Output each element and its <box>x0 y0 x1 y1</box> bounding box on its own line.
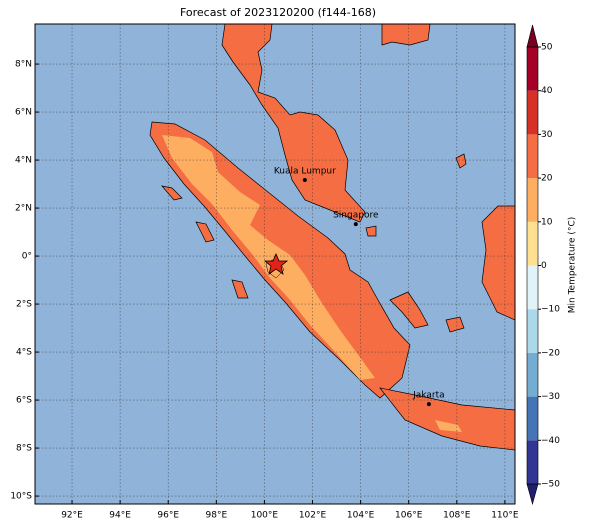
lat-tick-label: 8°N <box>15 60 32 70</box>
lat-tick-label: 8°S <box>16 444 32 454</box>
city-label: Singapore <box>333 211 379 221</box>
lon-tick-label: 92°E <box>61 511 83 521</box>
colorbar-tick-label: 40 <box>541 86 553 96</box>
colorbar-tick-label: 0 <box>541 261 547 271</box>
coast-detail <box>265 259 285 279</box>
colorbar-tick-label: −10 <box>541 305 560 315</box>
city-marker <box>353 222 358 227</box>
lon-tick-label: 104°E <box>347 511 375 521</box>
lat-tick-label: 2°S <box>16 300 32 310</box>
city-label: Jakarta <box>412 391 444 401</box>
lat-tick-label: 0° <box>22 252 32 262</box>
colorbar-band <box>527 221 538 266</box>
lat-tick-label: 4°S <box>16 348 32 358</box>
java-warm <box>435 420 462 432</box>
belitung <box>445 316 465 333</box>
lon-tick-label: 102°E <box>299 511 327 521</box>
nias <box>231 279 249 299</box>
star-marker <box>263 252 289 275</box>
lat-tick-label: 6°N <box>15 108 32 118</box>
lat-tick-label: 2°N <box>15 204 32 214</box>
simeulue <box>161 185 183 201</box>
colorbar-band <box>527 309 538 353</box>
colorbar-extend-high <box>526 24 539 48</box>
bangka <box>389 291 429 329</box>
colorbar-band <box>527 134 538 179</box>
colorbar-tick-label: 20 <box>541 174 553 184</box>
colorbar-band <box>527 90 538 135</box>
siberut <box>195 221 215 243</box>
colorbar-band <box>527 352 538 397</box>
colorbar-label: Min Temperature (°C) <box>568 217 578 314</box>
colorbar-tick-label: −40 <box>541 436 560 446</box>
lat-tick-label: 6°S <box>16 396 32 406</box>
colorbar-extend-low <box>526 483 539 506</box>
sumatra-warm <box>162 135 375 380</box>
peninsula <box>221 24 366 223</box>
lat-tick-label: 10°S <box>10 492 32 502</box>
lon-tick-label: 100°E <box>251 511 279 521</box>
colorbar-band <box>527 47 538 91</box>
lon-tick-label: 94°E <box>109 511 131 521</box>
city-marker <box>302 178 307 182</box>
land-layer <box>149 24 515 451</box>
lon-tick-label: 98°E <box>206 511 228 521</box>
islet <box>455 153 467 169</box>
riau <box>365 225 377 237</box>
lon-tick-label: 106°E <box>395 511 423 521</box>
lon-tick-label: 110°E <box>491 511 519 521</box>
city-label: Kuala Lumpur <box>274 167 336 177</box>
title: Forecast of 2023120200 (f144-168) <box>180 6 376 19</box>
lon-tick-label: 108°E <box>443 511 471 521</box>
colorbar-band <box>527 178 538 222</box>
land-ne <box>381 24 431 46</box>
colorbar-tick-label: −30 <box>541 392 560 402</box>
colorbar-tick-label: 50 <box>541 43 553 53</box>
colorbar-tick-label: 30 <box>541 130 553 140</box>
city-marker <box>426 402 431 407</box>
colorbar-band <box>527 265 538 310</box>
map-frame <box>34 23 516 505</box>
lon-tick-label: 96°E <box>157 511 179 521</box>
java <box>379 387 515 451</box>
colorbar-tick-label: 10 <box>541 217 553 227</box>
colorbar-band <box>527 440 538 484</box>
colorbar-tick-label: −20 <box>541 348 560 358</box>
colorbar-tick-label: −50 <box>541 480 560 490</box>
lat-tick-label: 4°N <box>15 156 32 166</box>
borneo <box>481 205 515 321</box>
colorbar-band <box>527 396 538 441</box>
